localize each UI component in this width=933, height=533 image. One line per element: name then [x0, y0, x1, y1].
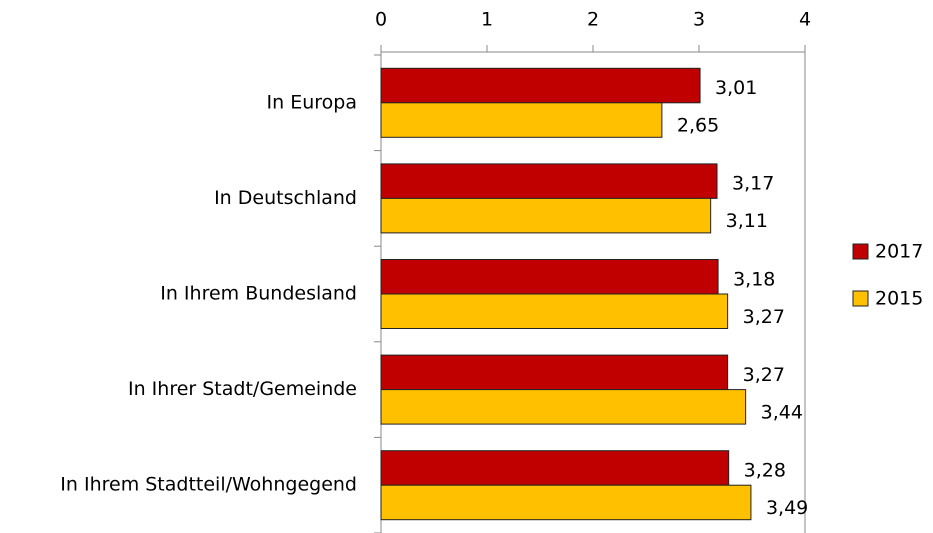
bar [380, 102, 663, 138]
data-label: 3,27 [743, 364, 785, 386]
data-label: 3,17 [732, 173, 774, 195]
data-label: 2,65 [677, 115, 719, 137]
legend-swatch [852, 243, 869, 260]
bar [380, 450, 730, 486]
bar [380, 293, 729, 329]
x-tick-label: 0 [375, 9, 387, 31]
data-label: 3,01 [715, 77, 757, 99]
bar [380, 163, 718, 199]
y-tick-label: In Deutschland [214, 187, 357, 209]
bar [380, 197, 712, 234]
bar [380, 354, 729, 391]
x-tick-label: 4 [799, 9, 811, 31]
y-tick-label: In Ihrer Stadt/Gemeinde [128, 378, 357, 400]
data-label: 3,11 [726, 210, 768, 232]
y-tick-label: In Europa [267, 91, 357, 113]
y-tick-label: In Ihrem Stadtteil/Wohngegend [60, 474, 357, 496]
x-tick-label: 1 [481, 9, 493, 31]
bar [380, 67, 701, 104]
data-label: 3,49 [766, 497, 808, 519]
data-label: 3,27 [743, 306, 785, 328]
legend-label: 2015 [875, 288, 923, 310]
legend-swatch [852, 290, 869, 307]
x-tick-label: 3 [693, 9, 705, 31]
y-tick-label: In Ihrem Bundesland [160, 283, 357, 305]
data-label: 3,44 [761, 401, 803, 423]
bar [380, 484, 752, 521]
data-label: 3,28 [744, 459, 786, 481]
bar [380, 259, 719, 295]
legend-label: 2017 [875, 241, 923, 263]
bar [380, 389, 747, 425]
data-label: 3,18 [733, 268, 775, 290]
x-tick-label: 2 [587, 9, 599, 31]
